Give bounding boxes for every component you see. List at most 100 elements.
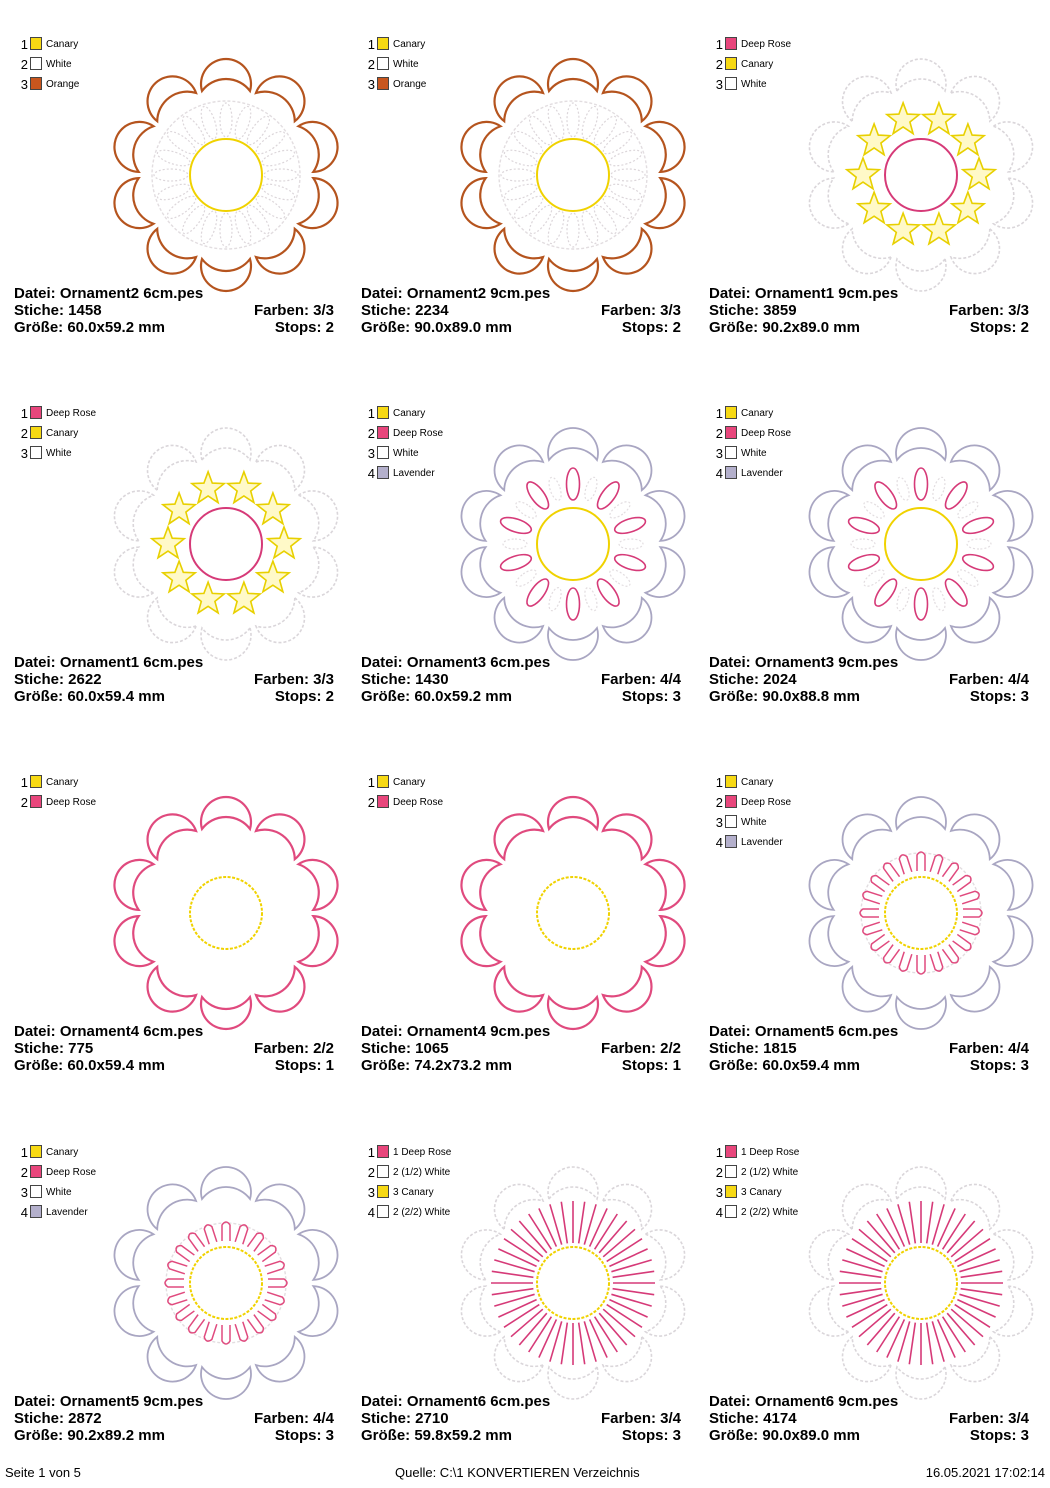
inner-petal	[847, 553, 881, 572]
legend-number: 1	[20, 406, 28, 421]
legend-name: Lavender	[741, 468, 783, 479]
inner-petal	[961, 553, 995, 572]
ornament-artwork	[460, 427, 686, 661]
design-size: Größe: 60.0x59.2 mm	[14, 319, 165, 336]
info-line: Stiche: 1430 Farben: 4/4	[361, 671, 681, 688]
stitch-count: Stiche: 4174	[709, 1410, 797, 1427]
design-card: 1 Canary 2 Deep Rose 3 White 4 Lavender Datei: O…	[361, 394, 701, 749]
inner-oval	[584, 476, 598, 501]
petal	[493, 444, 545, 492]
inner-oval	[608, 149, 643, 167]
inner-oval	[548, 587, 562, 612]
legend-name: Canary	[393, 408, 426, 419]
info-line: Datei: Ornament5 9cm.pes	[14, 1393, 334, 1410]
petal	[949, 596, 1001, 644]
legend-swatch	[725, 775, 737, 788]
petal	[296, 858, 339, 912]
ray	[602, 1308, 636, 1338]
petal	[991, 1229, 1034, 1281]
petal	[895, 58, 947, 93]
star	[949, 189, 987, 225]
design-info: Datei: Ornament3 6cm.pes Stiche: 1430 Farb…	[361, 654, 681, 705]
petal-ring	[808, 427, 1034, 661]
ray	[598, 1312, 628, 1346]
inner-oval	[219, 102, 233, 138]
inner-circle	[498, 100, 648, 250]
inner-oval	[246, 115, 271, 146]
ornament-artwork	[808, 1166, 1034, 1400]
inner-decoration	[151, 100, 301, 250]
petal	[460, 1229, 503, 1281]
legend-name: Canary	[741, 408, 774, 419]
inner-hook	[952, 933, 972, 952]
stop-count: Stops: 3	[621, 688, 681, 705]
center-ring	[884, 138, 958, 212]
ray	[611, 1293, 652, 1307]
color-count: Farben: 2/2	[253, 1040, 334, 1057]
petal	[643, 858, 686, 912]
ray	[503, 1238, 540, 1263]
file-name: Datei: Ornament2 6cm.pes	[14, 285, 204, 302]
legend-name: Canary	[393, 777, 426, 788]
legend-name: Canary	[46, 39, 79, 50]
design-info: Datei: Ornament1 9cm.pes Stiche: 3859 Farb…	[709, 285, 1029, 336]
inner-hook	[221, 1325, 231, 1345]
center-ring	[189, 138, 263, 212]
inner-oval	[547, 210, 565, 245]
info-line: Datei: Ornament4 9cm.pes	[361, 1023, 681, 1040]
inner-oval	[610, 168, 646, 182]
ray	[593, 1316, 618, 1353]
design-card: 1 1 Deep Rose 2 2 (1/2) White 3 3 Canary 4 2 (2…	[709, 1133, 1049, 1488]
inner-hook	[916, 955, 926, 975]
petal	[841, 813, 893, 861]
inner-hook	[264, 1291, 285, 1306]
inner-oval	[502, 538, 528, 550]
footer-date: 16.05.2021 17:02:14	[925, 1465, 1045, 1480]
inner-petal	[874, 481, 898, 510]
legend-number: 4	[367, 466, 375, 481]
inner-oval	[618, 538, 644, 550]
inner-hook	[268, 1278, 288, 1288]
legend-name: White	[46, 1187, 72, 1198]
petal-ring	[808, 58, 1034, 292]
petal	[601, 1183, 653, 1231]
center-ring	[536, 1246, 610, 1320]
legend-swatch	[725, 406, 737, 419]
ray	[510, 1308, 544, 1338]
legend-number: 3	[715, 77, 723, 92]
legend-number: 4	[715, 466, 723, 481]
info-line: Datei: Ornament4 6cm.pes	[14, 1023, 334, 1040]
legend-number: 1	[20, 1145, 28, 1160]
legend-number: 1	[367, 406, 375, 421]
inner-decoration	[847, 467, 995, 621]
ray	[494, 1259, 535, 1273]
petal	[895, 995, 947, 1030]
file-name: Datei: Ornament5 6cm.pes	[709, 1023, 899, 1040]
stop-count: Stops: 1	[274, 1057, 334, 1074]
ray	[498, 1298, 537, 1318]
petal	[113, 1229, 156, 1281]
petal	[146, 444, 198, 492]
color-count: Farben: 4/4	[600, 671, 681, 688]
stop-count: Stops: 3	[274, 1427, 334, 1444]
legend-number: 2	[20, 426, 28, 441]
star	[189, 469, 227, 505]
center-ring	[884, 1246, 958, 1320]
ray	[612, 1270, 655, 1279]
inner-oval	[513, 195, 544, 220]
legend-number: 2	[715, 57, 723, 72]
inner-oval	[593, 204, 618, 235]
inner-petal	[944, 578, 968, 607]
legend-number: 3	[367, 446, 375, 461]
legend-swatch	[377, 37, 389, 50]
ornament-artwork	[113, 427, 339, 661]
ray	[950, 1308, 984, 1338]
inner-hook	[167, 1260, 188, 1275]
info-line: Größe: 60.0x59.2 mm Stops: 3	[361, 688, 681, 705]
ray	[609, 1248, 648, 1268]
petal	[601, 1335, 653, 1383]
inner-hook	[221, 1221, 231, 1241]
legend-swatch	[30, 1205, 42, 1218]
legend-name: 2 (2/2) White	[741, 1207, 799, 1218]
design-info: Datei: Ornament6 6cm.pes Stiche: 2710 Farb…	[361, 1393, 681, 1444]
